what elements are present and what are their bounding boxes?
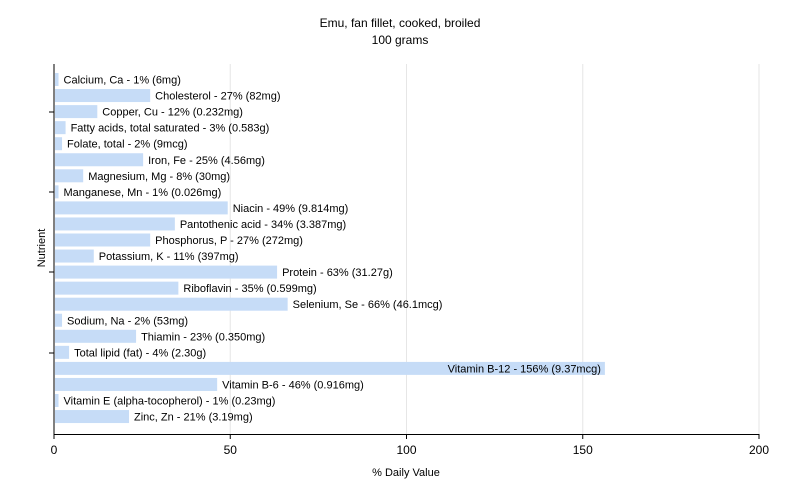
bars-group [55,73,605,424]
bar-label-6: Magnesium, Mg - 8% (30mg) [88,171,230,183]
bar-9 [55,217,175,231]
bar-1 [55,89,151,103]
bar-14 [55,297,288,311]
bar-label-5: Iron, Fe - 25% (4.56mg) [148,155,265,167]
chart-subtitle: 100 grams [372,33,429,47]
axes-group: 0 50 100 150 200 [49,64,769,457]
x-tick-label-0: 0 [51,443,58,457]
bar-label-9: Pantothenic acid - 34% (3.387mg) [180,219,346,231]
bar-11 [55,249,94,263]
bar-label-13: Riboflavin - 35% (0.599mg) [183,283,316,295]
bar-2 [55,105,98,119]
bar-20 [55,394,59,407]
bar-19 [55,377,218,391]
bar-8 [55,201,228,215]
bar-label-14: Selenium, Se - 66% (46.1mcg) [293,299,443,311]
bar-label-18: Vitamin B-12 - 156% (9.37mcg) [448,363,601,375]
bar-label-20: Vitamin E (alpha-tocopherol) - 1% (0.23m… [64,396,276,408]
bar-label-16: Thiamin - 23% (0.350mg) [141,331,265,343]
bar-labels-group: Calcium, Ca - 1% (6mg) Cholesterol - 27% … [64,75,601,424]
bar-0 [55,73,59,86]
bar-17 [55,345,70,359]
bar-5 [55,153,144,167]
bar-18 [55,361,605,375]
bar-6 [55,169,84,183]
bar-label-2: Copper, Cu - 12% (0.232mg) [102,107,243,119]
bar-label-11: Potassium, K - 11% (397mg) [99,251,239,263]
chart-title: Emu, fan fillet, cooked, broiled [320,16,481,30]
bar-3 [55,121,66,135]
x-axis-title: % Daily Value [372,467,440,479]
bar-4 [55,137,63,151]
bar-label-17: Total lipid (fat) - 4% (2.30g) [74,347,206,359]
bar-label-19: Vitamin B-6 - 46% (0.916mg) [222,379,364,391]
bar-10 [55,233,151,247]
x-tick-label-150: 150 [573,443,593,457]
bar-7 [55,185,59,199]
bar-label-3: Fatty acids, total saturated - 3% (0.583… [71,123,270,135]
bar-label-10: Phosphorus, P - 27% (272mg) [155,235,303,247]
bar-label-8: Niacin - 49% (9.814mg) [233,203,349,215]
bar-label-12: Protein - 63% (31.27g) [282,267,393,279]
bar-label-15: Sodium, Na - 2% (53mg) [67,315,188,327]
bar-label-7: Manganese, Mn - 1% (0.026mg) [64,187,222,199]
y-axis-title: Nutrient [36,229,48,268]
bar-label-1: Cholesterol - 27% (82mg) [155,91,280,103]
x-tick-label-100: 100 [396,443,416,457]
bar-label-4: Folate, total - 2% (9mcg) [67,139,187,151]
x-tick-label-200: 200 [749,443,769,457]
bar-label-21: Zinc, Zn - 21% (3.19mg) [134,412,253,424]
bar-16 [55,329,137,343]
x-tick-label-50: 50 [224,443,238,457]
bar-label-0: Calcium, Ca - 1% (6mg) [64,75,181,87]
bar-15 [55,313,63,327]
bar-21 [55,410,130,424]
bar-12 [55,265,278,279]
bar-13 [55,281,179,295]
